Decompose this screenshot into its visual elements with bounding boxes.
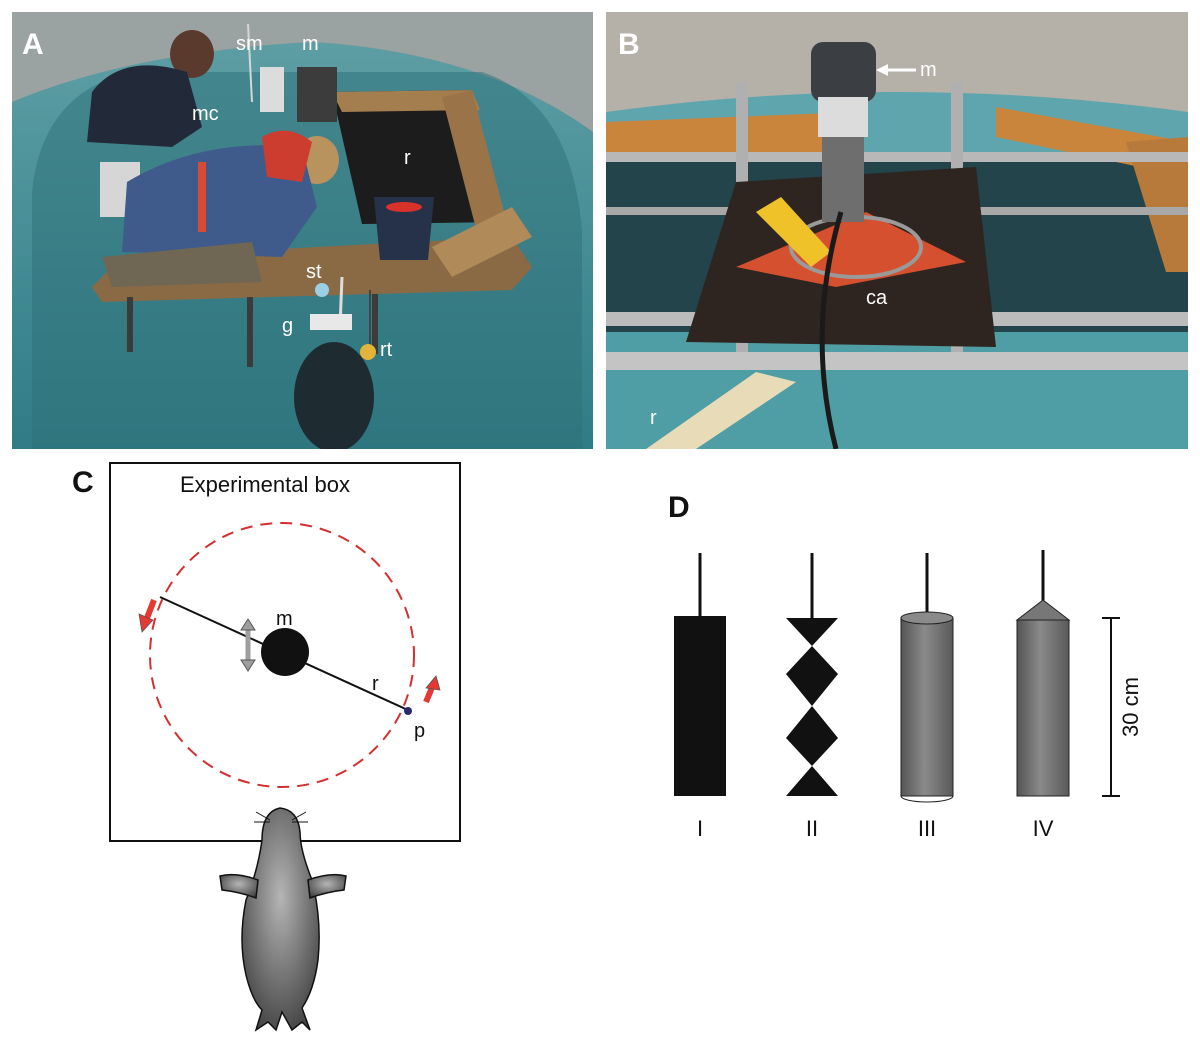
label-object-i: I	[697, 816, 703, 841]
object-i	[674, 553, 726, 796]
object-iii	[900, 553, 954, 803]
panel-letter-b: B	[618, 28, 640, 61]
label-object-ii: II	[806, 816, 818, 841]
label-c-r: r	[372, 673, 379, 695]
red-arrow-right-icon	[423, 675, 441, 704]
motor-axis	[261, 628, 309, 676]
photo-panel-b: B m ca r	[606, 12, 1188, 449]
label-g: g	[282, 315, 293, 337]
vertical-double-arrow-icon	[240, 618, 256, 672]
panel-letter-a: A	[22, 28, 44, 61]
label-c-p: p	[414, 720, 425, 742]
photo-a-image: A sm m mc r st g rt	[12, 12, 593, 449]
label-m-b: m	[920, 59, 937, 81]
scale-bar	[1102, 617, 1120, 797]
label-r-b: r	[650, 407, 657, 429]
seal-icon	[219, 807, 347, 1032]
label-object-iv: IV	[1033, 816, 1054, 841]
target-point	[404, 707, 412, 715]
photo-panel-a: A sm m mc r st g rt	[12, 12, 593, 449]
panel-c: C Experimental box m r p	[72, 462, 461, 1032]
panel-letter-c: C	[72, 466, 94, 499]
label-m: m	[302, 33, 319, 55]
label-sm: sm	[236, 33, 263, 55]
label-rt: rt	[380, 339, 393, 361]
panel-d: D I II III IV	[668, 491, 1143, 841]
label-st: st	[306, 261, 322, 283]
red-arrow-left-icon	[138, 598, 157, 633]
object-iv	[1015, 550, 1071, 797]
label-r: r	[404, 147, 411, 169]
label-mc: mc	[192, 103, 219, 125]
label-ca: ca	[866, 287, 888, 309]
label-c-m: m	[276, 608, 293, 630]
scale-label: 30 cm	[1118, 677, 1143, 737]
object-ii	[786, 553, 838, 796]
box-title: Experimental box	[180, 472, 350, 497]
panel-letter-d: D	[668, 491, 690, 524]
rotation-path	[149, 522, 415, 788]
label-object-iii: III	[918, 816, 936, 841]
photo-b-image: B m ca r	[606, 12, 1188, 449]
